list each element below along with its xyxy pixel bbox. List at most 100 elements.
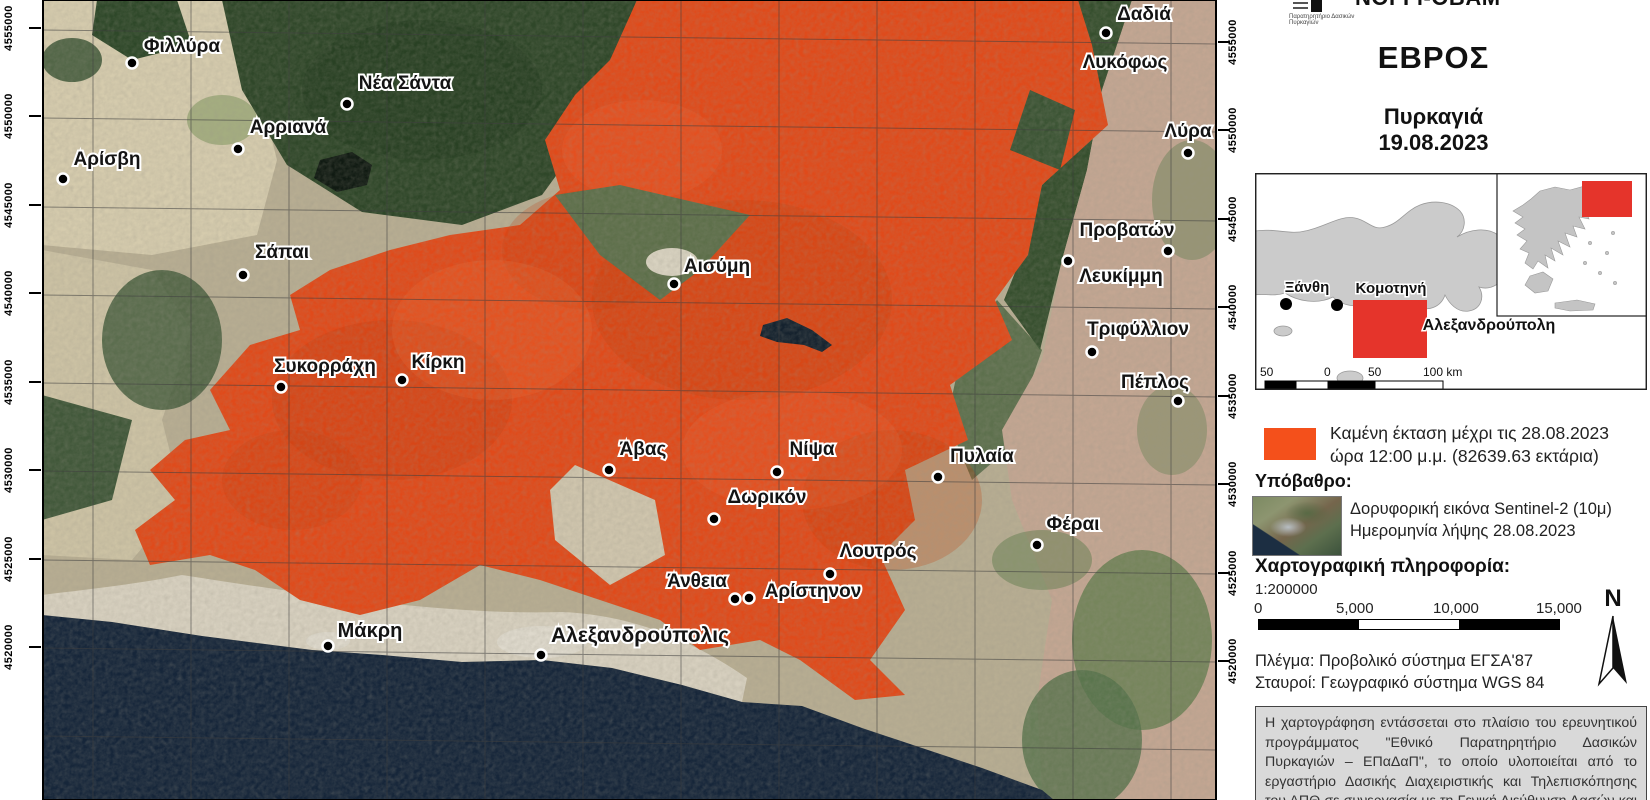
town-label: Λύρα bbox=[1164, 121, 1211, 142]
town-label: Δωρικόν bbox=[728, 487, 807, 508]
scalebar-label: 5,000 bbox=[1336, 600, 1374, 617]
town-label: Νίψα bbox=[790, 439, 835, 460]
north-arrow: N bbox=[1597, 585, 1627, 687]
main-scalebar: 0 5,000 10,000 15,000 m bbox=[1254, 600, 1598, 640]
axis-tick bbox=[29, 381, 41, 383]
axis-tick bbox=[1218, 572, 1230, 574]
axis-tick bbox=[29, 204, 41, 206]
map-border bbox=[42, 0, 1217, 800]
scalebar-label: 10,000 bbox=[1433, 600, 1479, 617]
inset-city-label: Ξάνθη bbox=[1285, 279, 1330, 296]
y-axis-label: 4550000 bbox=[3, 93, 15, 139]
axis-tick bbox=[29, 646, 41, 648]
inset-city-label: Αλεξανδρούπολη bbox=[1423, 317, 1556, 334]
town-label: Αρίσβη bbox=[74, 149, 141, 170]
town-label: Αλεξανδρούπολις bbox=[551, 624, 729, 647]
program-acronym: NOFFi-OBAM bbox=[1355, 0, 1501, 11]
town-label: Λυκόφως bbox=[1083, 52, 1168, 73]
inset-city-dot bbox=[1280, 298, 1292, 310]
town-dot bbox=[321, 639, 335, 653]
carto-heading: Χαρτογραφική πληροφορία: bbox=[1255, 556, 1511, 577]
basemap-line-2: Ημερομηνία λήψης 28.08.2023 bbox=[1350, 522, 1576, 540]
axis-tick bbox=[1218, 395, 1230, 397]
town-dot bbox=[395, 373, 409, 387]
axis-tick bbox=[1218, 306, 1230, 308]
town-label: Αρίστηνον bbox=[765, 581, 862, 602]
town-dot bbox=[1161, 244, 1175, 258]
town-label: Νέα Σάντα bbox=[359, 73, 452, 94]
y-axis-label: 4535000 bbox=[3, 359, 15, 405]
inset-scalebar: 50 0 50 100 km bbox=[1260, 365, 1462, 390]
town-dot bbox=[742, 591, 756, 605]
locator-inset-map: Ξάνθη Κομοτηνή Αλεξανδρούπολη 50 0 50 100 … bbox=[1255, 173, 1647, 390]
town-label: Πέπλος bbox=[1121, 372, 1189, 393]
town-label: Άβας bbox=[620, 439, 667, 460]
terrain-noise bbox=[42, 0, 1217, 800]
coordinate-grid bbox=[42, 0, 1217, 800]
cross-note: Σταυροί: Γεωγραφικό σύστημα WGS 84 bbox=[1255, 674, 1545, 692]
town-dot bbox=[236, 268, 250, 282]
scalebar-label: 0 bbox=[1254, 600, 1263, 617]
town-dot bbox=[1085, 345, 1099, 359]
town-dot bbox=[931, 470, 945, 484]
town-dot bbox=[340, 97, 354, 111]
inset-fire-extent bbox=[1353, 300, 1427, 358]
basemap-thumbnail bbox=[1252, 496, 1342, 556]
town-layer: Φιλλύρα Νέα Σάντα Αρριανά Αρίσβη Σάπαι Αισύμη… bbox=[56, 2, 1214, 662]
basemap-line-1: Δορυφορική εικόνα Sentinel-2 (10μ) bbox=[1350, 500, 1612, 518]
legend-burned-text-1: Καμένη έκταση μέχρι τις 28.08.2023 bbox=[1330, 423, 1609, 443]
axis-tick bbox=[29, 469, 41, 471]
town-dot bbox=[770, 465, 784, 479]
town-dot bbox=[823, 567, 837, 581]
event-date: 19.08.2023 bbox=[1378, 130, 1489, 155]
town-label: Φιλλύρα bbox=[144, 36, 221, 57]
region-title: ΕΒΡΟΣ bbox=[1377, 40, 1490, 75]
town-label: Σάπαι bbox=[255, 242, 309, 263]
town-dot bbox=[1061, 254, 1075, 268]
town-dot bbox=[231, 142, 245, 156]
y-axis-label: 4530000 bbox=[3, 447, 15, 493]
axis-tick bbox=[29, 27, 41, 29]
town-label: Άνθεια bbox=[667, 571, 727, 592]
greece-highlight-extent bbox=[1582, 181, 1632, 217]
axis-tick bbox=[29, 292, 41, 294]
axis-tick bbox=[1218, 483, 1230, 485]
axis-tick bbox=[1218, 218, 1230, 220]
town-dot bbox=[1099, 26, 1113, 40]
inset-island bbox=[1273, 325, 1293, 337]
inset-scale-label: 100 km bbox=[1423, 365, 1462, 379]
town-label: Λουτρός bbox=[839, 541, 916, 562]
inset-scale-label: 50 bbox=[1260, 365, 1274, 379]
inset-city-dot bbox=[1331, 299, 1343, 311]
town-label: Κίρκη bbox=[412, 352, 465, 373]
inset-scale-label: 50 bbox=[1368, 365, 1382, 379]
legend-burned-text-2: ώρα 12:00 μ.μ. (82639.63 εκτάρια) bbox=[1330, 446, 1599, 466]
town-dot bbox=[1181, 146, 1195, 160]
disclaimer-box: Η χαρτογράφηση εντάσσεται στο πλαίσιο το… bbox=[1255, 706, 1647, 800]
town-dot bbox=[1171, 394, 1185, 408]
inset-city-layer: Ξάνθη Κομοτηνή Αλεξανδρούπολη bbox=[1280, 278, 1557, 336]
north-label: N bbox=[1604, 585, 1621, 612]
greece-crete bbox=[1554, 299, 1596, 312]
town-dot bbox=[274, 380, 288, 394]
basemap-heading: Υπόβαθρο: bbox=[1255, 471, 1352, 491]
axis-tick bbox=[29, 115, 41, 117]
grid-note: Πλέγμα: Προβολικό σύστημα ΕΓΣΑ'87 bbox=[1255, 652, 1534, 670]
scalebar-bar bbox=[1258, 619, 1560, 630]
town-label: Πυλαία bbox=[950, 446, 1014, 467]
inset-city-label: Κομοτηνή bbox=[1356, 280, 1427, 297]
town-label: Μάκρη bbox=[338, 620, 403, 642]
town-label: Φέραι bbox=[1047, 514, 1100, 535]
burned-area-swatch bbox=[1264, 428, 1316, 460]
town-dot bbox=[56, 172, 70, 186]
town-label: Αισύμη bbox=[684, 256, 750, 277]
map-svg: Φιλλύρα Νέα Σάντα Αρριανά Αρίσβη Σάπαι Αισύμη… bbox=[42, 0, 1217, 800]
program-logo: Παρατηρητήριο Δασικών Πυρκαγιών bbox=[1289, 0, 1354, 28]
logo-caption: Παρατηρητήριο Δασικών Πυρκαγιών bbox=[1289, 14, 1355, 26]
y-axis-label: 4520000 bbox=[3, 624, 15, 670]
y-axis-label: 4545000 bbox=[3, 182, 15, 228]
town-dot bbox=[534, 648, 548, 662]
town-label: Αρριανά bbox=[250, 117, 327, 138]
axis-tick bbox=[1218, 129, 1230, 131]
